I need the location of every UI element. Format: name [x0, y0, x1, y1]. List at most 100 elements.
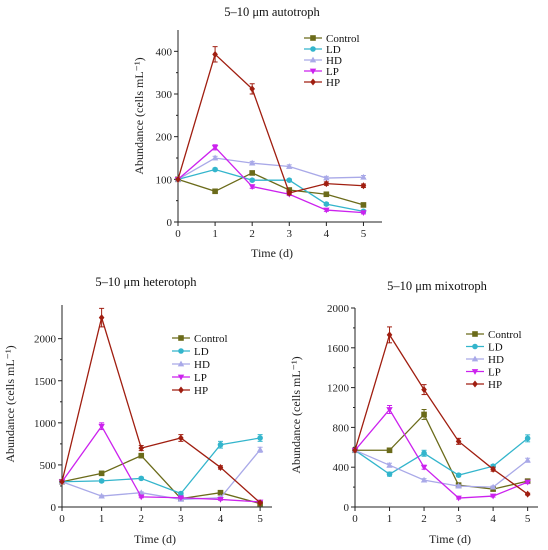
series-line-ld: [177, 168, 364, 212]
data-point-hd: [420, 476, 428, 483]
data-point-control: [386, 447, 393, 454]
legend-marker-lp: [471, 369, 479, 375]
y-tick-label: 1200: [327, 383, 350, 395]
legend-label-control: Control: [194, 333, 228, 345]
data-point-hp: [257, 499, 263, 507]
data-point-hp: [249, 85, 255, 93]
x-tick-label: 3: [287, 228, 293, 240]
series-ld: [352, 434, 531, 478]
series-line-hp: [354, 333, 529, 495]
data-point-control: [212, 188, 218, 195]
data-point-hd: [455, 482, 462, 489]
y-axis-title-mixotroph: Abundance (cells mL⁻¹): [289, 356, 303, 473]
legend-label-lp: LP: [488, 367, 501, 379]
data-point-lp: [489, 493, 497, 500]
y-tick-label: 500: [40, 460, 57, 472]
x-tick-label: 0: [59, 513, 65, 525]
x-tick-label: 0: [352, 513, 358, 525]
legend-marker-hd: [309, 56, 317, 63]
data-point-control: [217, 489, 224, 496]
y-tick-label: 0: [167, 217, 173, 229]
data-point-hd: [323, 174, 330, 181]
data-point-control: [249, 170, 255, 176]
legend-label-hd: HD: [326, 55, 342, 67]
y-tick-label: 100: [156, 174, 173, 186]
legend-label-ld: LD: [194, 346, 209, 358]
legend-label-ld: LD: [488, 342, 503, 354]
x-tick-label: 3: [178, 513, 184, 525]
data-point-lp: [217, 497, 224, 503]
series-line-lp: [61, 424, 261, 503]
x-axis-title-heterotoph: Time (d): [134, 532, 176, 546]
legend-marker-hd: [177, 360, 185, 367]
data-point-ld: [257, 435, 263, 441]
series-line-hp: [61, 315, 261, 504]
series-line-ld: [61, 437, 261, 495]
x-tick-label: 5: [361, 228, 367, 240]
y-tick-label: 800: [333, 422, 350, 434]
y-tick-label: 1000: [34, 418, 57, 430]
chart-autotroph: 5–10 μm autotroph Time (d) Abundance (ce…: [132, 5, 382, 260]
x-tick-label: 1: [387, 513, 393, 525]
data-point-lp: [455, 495, 462, 502]
legend-marker-control: [178, 335, 184, 341]
legend-marker-lp: [309, 68, 317, 75]
data-point-lp: [386, 407, 393, 413]
data-point-hp: [138, 444, 145, 452]
data-point-ld: [178, 490, 184, 497]
legend-label-hp: HP: [194, 385, 208, 397]
legend-label-control: Control: [488, 329, 522, 341]
legend-marker-ld: [472, 343, 478, 350]
legend-label-hd: HD: [488, 354, 504, 366]
data-point-hp: [286, 189, 293, 197]
legend-marker-control: [310, 35, 316, 41]
legend-label-ld: LD: [326, 44, 341, 56]
series-line-control: [177, 172, 364, 206]
series-line-lp: [177, 146, 364, 214]
data-point-hp: [352, 446, 358, 454]
y-axis-title-heterotoph: Abundance (cells mL⁻¹): [3, 345, 17, 462]
data-point-hd: [256, 446, 264, 453]
data-point-hp: [490, 465, 496, 473]
chart-mixotroph: 5–10 μm mixotroph Time (d) Abundance (ce…: [289, 279, 538, 546]
y-tick-label: 1500: [34, 376, 57, 388]
data-point-hd: [360, 173, 367, 180]
series-line-lp: [354, 408, 528, 499]
data-point-hp: [175, 175, 181, 183]
legend-label-lp: LP: [326, 66, 339, 78]
series-hp: [59, 307, 263, 507]
data-point-ld: [212, 166, 218, 173]
data-point-ld: [98, 478, 105, 484]
series-ld: [175, 166, 367, 215]
data-point-control: [360, 202, 367, 208]
y-tick-label: 400: [333, 462, 350, 474]
data-point-control: [323, 191, 330, 198]
series-line-hp: [177, 53, 364, 194]
data-point-ld: [386, 471, 393, 477]
legend-label-lp: LP: [194, 372, 207, 384]
series-hp: [175, 46, 367, 197]
data-point-hd: [524, 456, 531, 463]
series-hp: [352, 326, 531, 498]
series-line-hd: [177, 157, 364, 180]
y-tick-label: 2000: [327, 303, 350, 315]
chart-title-autotroph: 5–10 μm autotroph: [224, 5, 320, 19]
data-point-ld: [217, 441, 224, 448]
data-point-control: [98, 470, 105, 477]
data-point-lp: [138, 494, 145, 501]
x-axis-title-autotroph: Time (d): [251, 246, 293, 260]
legend-marker-hp: [178, 386, 184, 394]
series-line-control: [355, 413, 528, 490]
y-tick-label: 200: [156, 132, 173, 144]
x-tick-label: 2: [138, 513, 144, 525]
data-point-ld: [286, 177, 293, 183]
legend-label-hd: HD: [194, 359, 210, 371]
series-control: [59, 452, 263, 507]
data-point-control: [138, 452, 145, 459]
y-tick-label: 0: [344, 502, 350, 514]
data-point-hp: [98, 314, 105, 322]
